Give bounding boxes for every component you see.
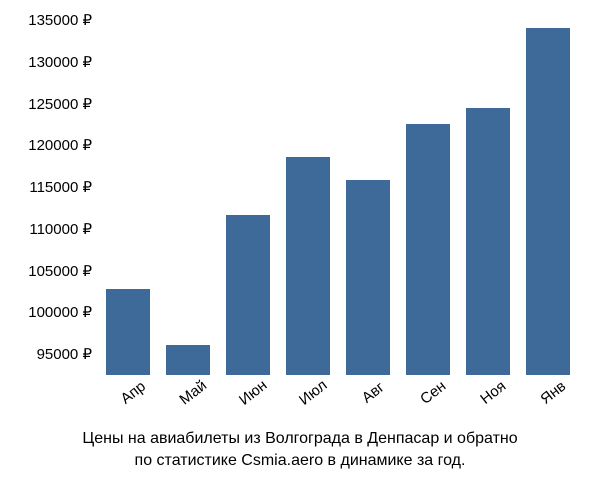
y-tick-label: 110000 ₽ [29, 220, 92, 238]
x-tick-label: Сен [411, 372, 467, 426]
y-tick-label: 120000 ₽ [28, 136, 92, 154]
bar [106, 289, 150, 375]
bar [466, 108, 510, 375]
y-tick-label: 105000 ₽ [28, 262, 92, 280]
bars-group [98, 20, 578, 375]
y-tick-label: 115000 ₽ [29, 178, 92, 196]
caption-line-2: по статистике Csmia.aero в динамике за г… [10, 450, 590, 472]
chart-caption: Цены на авиабилеты из Волгограда в Денпа… [0, 428, 600, 473]
bar [166, 345, 210, 375]
caption-line-1: Цены на авиабилеты из Волгограда в Денпа… [10, 428, 590, 450]
y-tick-label: 100000 ₽ [28, 303, 92, 321]
bar [526, 28, 570, 375]
y-axis: 95000 ₽ 100000 ₽ 105000 ₽ 110000 ₽ 115000 ₽ 1… [0, 20, 92, 375]
x-tick-label: Июл [291, 372, 347, 426]
price-chart: 95000 ₽ 100000 ₽ 105000 ₽ 110000 ₽ 115000 ₽ 1… [0, 0, 600, 500]
y-tick-label: 95000 ₽ [37, 345, 92, 363]
x-tick-label: Апр [111, 372, 167, 426]
bar [346, 180, 390, 375]
y-tick-label: 135000 ₽ [28, 11, 92, 29]
x-tick-label: Май [171, 372, 227, 426]
x-tick-label: Янв [531, 372, 587, 426]
bar [406, 124, 450, 375]
y-tick-label: 125000 ₽ [28, 95, 92, 113]
x-tick-label: Июн [231, 372, 287, 426]
y-tick-label: 130000 ₽ [28, 53, 92, 71]
x-tick-label: Авг [351, 372, 407, 426]
bar [226, 215, 270, 375]
x-tick-label: Ноя [471, 372, 527, 426]
x-axis: АпрМайИюнИюлАвгСенНояЯнв [98, 380, 578, 420]
bar [286, 157, 330, 375]
plot-area [98, 20, 578, 375]
